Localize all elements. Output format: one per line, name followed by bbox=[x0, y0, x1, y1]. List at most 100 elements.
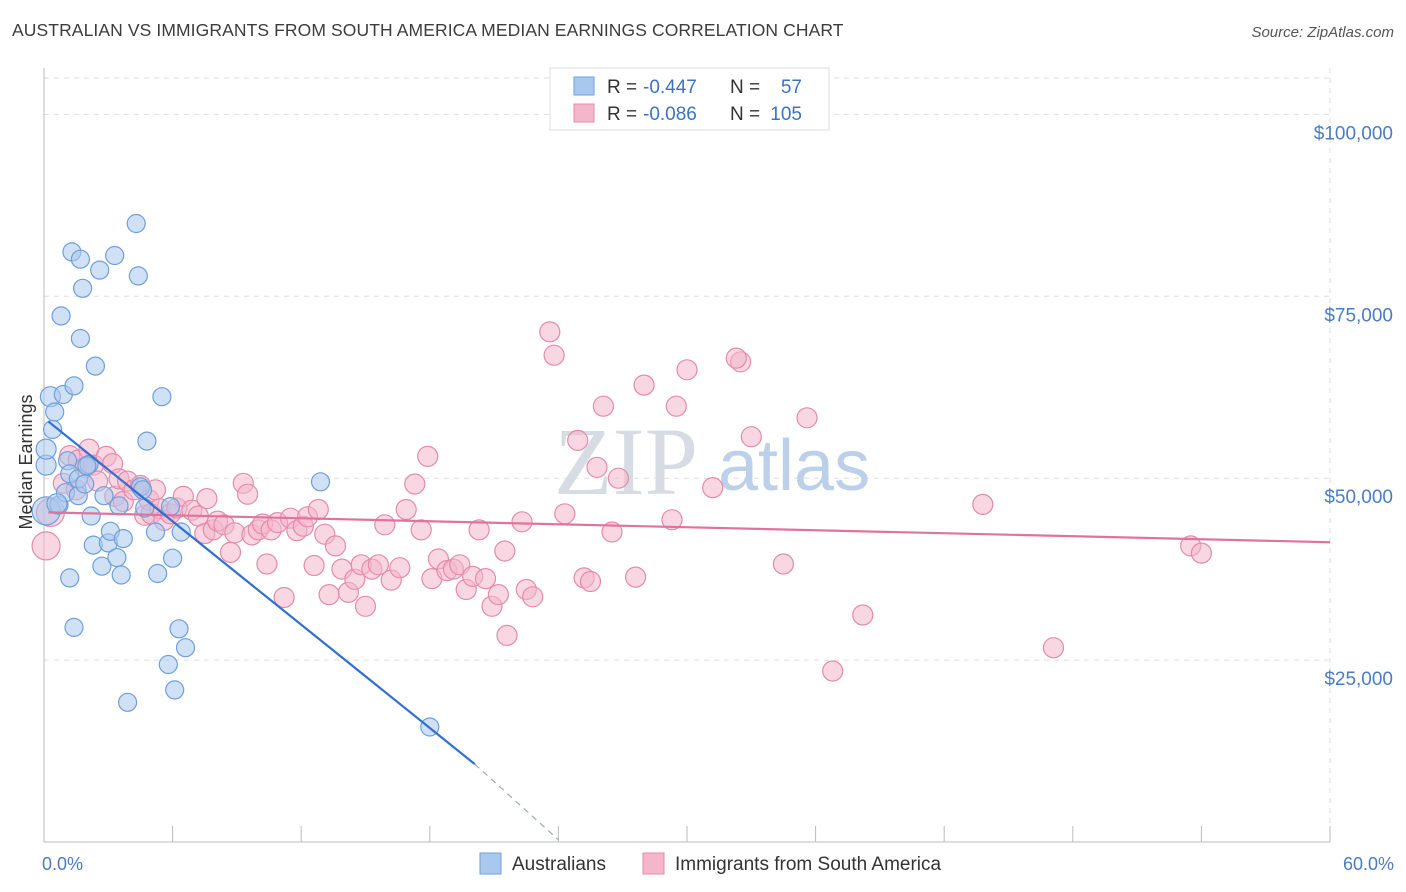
point-immigrants bbox=[354, 595, 377, 617]
point-australians bbox=[85, 356, 106, 376]
y-tick-labels: $25,000 $50,000 $75,000 $100,000 bbox=[1314, 123, 1393, 690]
point-australians bbox=[60, 568, 80, 588]
legend-n-label-2: N = bbox=[730, 104, 760, 125]
point-australians bbox=[51, 306, 71, 326]
point-immigrants bbox=[511, 511, 533, 533]
point-immigrants bbox=[633, 374, 655, 396]
y-tick-label: $50,000 bbox=[1324, 487, 1393, 508]
point-australians bbox=[35, 438, 57, 460]
point-immigrants bbox=[237, 483, 259, 505]
point-australians bbox=[90, 260, 110, 280]
legend-swatch-immigrants bbox=[573, 103, 595, 123]
point-australians bbox=[75, 474, 95, 494]
regression-line-australians bbox=[47, 420, 476, 766]
x-tick-label: 60.0% bbox=[1343, 854, 1394, 874]
bottom-legend-swatch-immigrants bbox=[642, 852, 665, 875]
legend-swatch-australians bbox=[573, 76, 595, 96]
point-australians bbox=[64, 617, 84, 638]
point-australians bbox=[160, 497, 181, 517]
point-immigrants bbox=[567, 429, 589, 451]
point-immigrants bbox=[318, 583, 340, 606]
point-immigrants bbox=[725, 347, 747, 369]
point-immigrants bbox=[410, 519, 432, 541]
point-immigrants bbox=[676, 359, 698, 381]
point-immigrants bbox=[307, 498, 329, 521]
point-australians bbox=[169, 619, 189, 639]
point-immigrants bbox=[417, 445, 439, 467]
point-australians bbox=[148, 563, 168, 584]
x-tick-labels: 0.0% 60.0% bbox=[42, 854, 1394, 874]
point-immigrants bbox=[665, 395, 687, 417]
bottom-legend-swatch-australians bbox=[479, 852, 502, 875]
series-immigrants-points bbox=[31, 321, 1213, 682]
point-australians bbox=[145, 522, 166, 542]
point-immigrants bbox=[404, 473, 426, 495]
legend-n-value-1: 57 bbox=[781, 77, 802, 98]
point-immigrants bbox=[494, 540, 516, 562]
legend-r-label-1: R = bbox=[607, 77, 637, 98]
legend-box bbox=[549, 67, 830, 131]
point-immigrants bbox=[1042, 637, 1065, 659]
point-australians bbox=[171, 522, 191, 542]
point-immigrants bbox=[389, 557, 411, 579]
point-australians bbox=[310, 472, 331, 492]
point-australians bbox=[46, 493, 68, 515]
point-australians bbox=[77, 456, 97, 476]
y-axis-label: Median Earnings bbox=[16, 394, 36, 529]
point-australians bbox=[163, 548, 183, 568]
point-immigrants bbox=[586, 456, 608, 478]
point-immigrants bbox=[972, 493, 994, 515]
point-australians bbox=[70, 249, 91, 269]
point-immigrants bbox=[579, 570, 602, 593]
point-immigrants bbox=[772, 553, 795, 575]
point-immigrants bbox=[496, 624, 518, 647]
point-immigrants bbox=[607, 467, 630, 489]
point-immigrants bbox=[367, 554, 389, 576]
point-immigrants bbox=[592, 395, 615, 417]
point-immigrants bbox=[661, 509, 683, 531]
legend-n-label-1: N = bbox=[730, 77, 760, 98]
point-immigrants bbox=[31, 531, 61, 561]
y-tick-label: $75,000 bbox=[1324, 305, 1393, 326]
legend-n-value-2: 105 bbox=[770, 104, 802, 125]
point-australians bbox=[158, 654, 178, 675]
point-immigrants bbox=[468, 519, 490, 541]
point-australians bbox=[175, 638, 196, 658]
regression-lines bbox=[47, 420, 1331, 841]
legend-r-value-1: -0.447 bbox=[643, 77, 697, 98]
point-immigrants bbox=[487, 583, 509, 606]
point-immigrants bbox=[303, 554, 325, 577]
regression-line-immigrants bbox=[48, 511, 1331, 544]
x-tick-label: 0.0% bbox=[42, 854, 83, 874]
correlation-legend: R = -0.447 N = 57 R = -0.086 N = 105 bbox=[549, 67, 830, 131]
chart-title: AUSTRALIAN VS IMMIGRANTS FROM SOUTH AMER… bbox=[12, 20, 844, 40]
point-immigrants bbox=[740, 426, 762, 448]
point-immigrants bbox=[554, 503, 576, 525]
point-immigrants bbox=[852, 604, 874, 626]
point-australians bbox=[94, 486, 114, 506]
point-immigrants bbox=[196, 488, 218, 510]
y-tick-label: $25,000 bbox=[1324, 669, 1393, 690]
bottom-legend-label-australians: Australians bbox=[512, 854, 606, 875]
point-australians bbox=[126, 213, 146, 234]
point-australians bbox=[107, 547, 127, 568]
point-immigrants bbox=[374, 514, 396, 536]
point-immigrants bbox=[395, 498, 417, 521]
point-immigrants bbox=[474, 567, 497, 590]
source-note: Source: ZipAtlas.com bbox=[1251, 24, 1394, 41]
watermark-zip: ZIP bbox=[554, 408, 698, 515]
point-australians bbox=[64, 376, 84, 396]
series-legend: Australians Immigrants from South Americ… bbox=[479, 852, 942, 875]
point-australians bbox=[45, 402, 65, 422]
point-immigrants bbox=[822, 660, 844, 682]
point-immigrants bbox=[601, 521, 623, 543]
point-australians bbox=[165, 680, 185, 700]
point-immigrants bbox=[1190, 542, 1213, 564]
point-australians bbox=[137, 431, 157, 451]
regression-extension-australians bbox=[474, 763, 559, 841]
point-immigrants bbox=[624, 566, 647, 588]
point-australians bbox=[92, 556, 112, 576]
point-australians bbox=[109, 496, 129, 516]
point-australians bbox=[105, 245, 125, 266]
